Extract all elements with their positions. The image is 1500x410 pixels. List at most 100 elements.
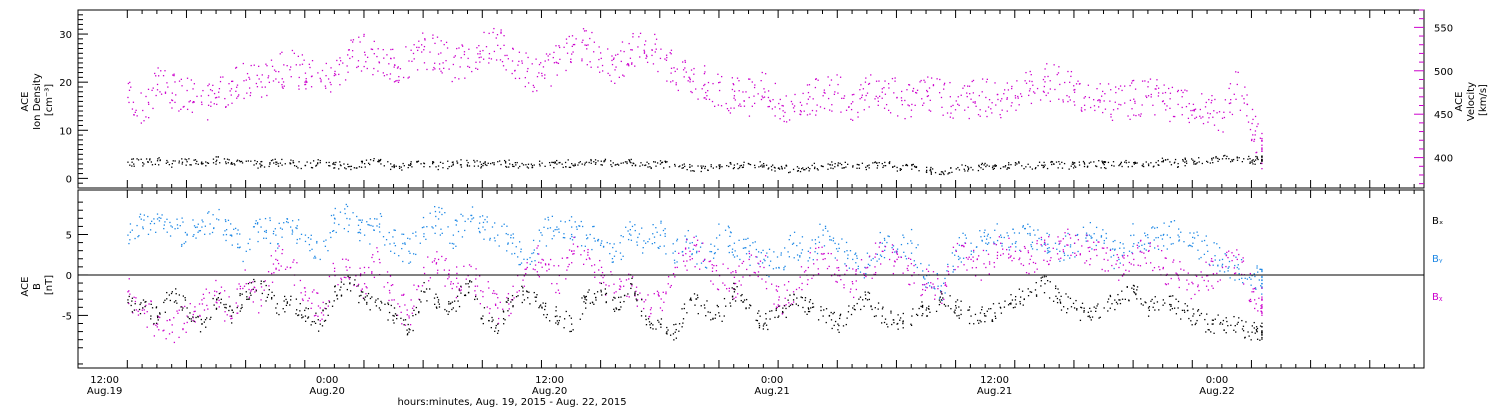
by-point [378,223,381,225]
bx-point [425,288,428,290]
by-point [1064,235,1067,237]
velocity-point [859,98,861,100]
velocity-point [912,87,915,90]
velocity-point [330,83,332,86]
by-point [451,242,453,245]
bz-point [538,261,540,264]
bz-point [1058,258,1060,260]
by-point [641,252,644,254]
bx-point [186,307,188,309]
bz-point [557,289,560,291]
velocity-point [1028,94,1030,97]
bx-point [1059,301,1062,303]
by-point [1147,242,1150,244]
bz-point [327,305,330,307]
by-point [393,252,396,254]
bx-point [791,303,794,306]
velocity-point [436,36,439,38]
velocity-point [654,33,656,36]
velocity-point [853,93,855,96]
density-point [604,160,606,162]
bz-point [850,288,852,290]
by-point [1131,251,1133,254]
by-point [181,217,183,219]
density-point [171,162,173,165]
bx-point [495,327,497,329]
bz-point [383,286,385,288]
bx-point [349,282,351,284]
bz-point [746,268,748,271]
bx-point [758,310,760,312]
by-point [1132,245,1134,248]
by-point [1109,248,1112,251]
bz-point [435,262,438,264]
density-point [1162,159,1165,162]
by-point [208,211,210,213]
density-point [1082,160,1085,163]
by-point [1178,239,1181,241]
bz-point [236,288,238,290]
bx-point [703,304,706,306]
bz-point [734,282,737,285]
bx-point [690,299,693,301]
density-point [131,165,133,167]
density-point [905,164,907,167]
bz-point [1233,272,1236,275]
by-point [685,241,687,243]
bz-point [418,298,420,300]
velocity-tick-label: 450 [1434,110,1453,121]
velocity-point [540,62,542,64]
by-point [138,234,140,237]
bx-point [145,300,147,303]
velocity-point [1253,140,1255,142]
by-point [541,234,543,236]
by-point [915,246,917,249]
bx-point [944,305,947,307]
by-point [1048,234,1051,236]
velocity-point [440,52,442,54]
bx-point [163,301,165,304]
by-point [1054,242,1057,244]
velocity-point [453,56,455,58]
velocity-point [891,77,894,80]
by-point [846,250,848,252]
bx-point [812,306,815,308]
density-point [992,165,994,167]
by-point [510,234,512,236]
velocity-point [532,90,534,93]
velocity-point [958,104,960,107]
by-point [784,265,786,268]
by-point [1133,243,1135,245]
density-point [1177,166,1179,168]
bz-point [300,292,302,294]
velocity-point [932,84,935,86]
velocity-point [970,98,972,100]
velocity-point [967,106,969,108]
velocity-point [281,84,283,86]
velocity-point [911,103,913,106]
density-point [797,170,800,172]
bz-point [657,292,660,294]
density-point [1184,158,1187,160]
bx-point [595,296,597,299]
bz-point [448,276,450,278]
bz-point [906,267,908,270]
by-point [761,262,764,264]
by-point [691,241,693,244]
bx-point [429,288,431,290]
density-point [1057,167,1059,169]
bx-point [301,317,303,319]
bz-point [220,286,223,288]
velocity-point [1104,93,1106,95]
bx-point [304,309,306,312]
bx-point [955,307,957,309]
velocity-point [1043,85,1046,88]
bz-point [568,249,571,251]
density-point [361,162,363,164]
velocity-point [1246,115,1248,117]
velocity-point [878,95,881,97]
density-point [1120,162,1122,165]
velocity-point [763,88,765,90]
bz-point [493,290,495,292]
by-point [479,231,481,234]
